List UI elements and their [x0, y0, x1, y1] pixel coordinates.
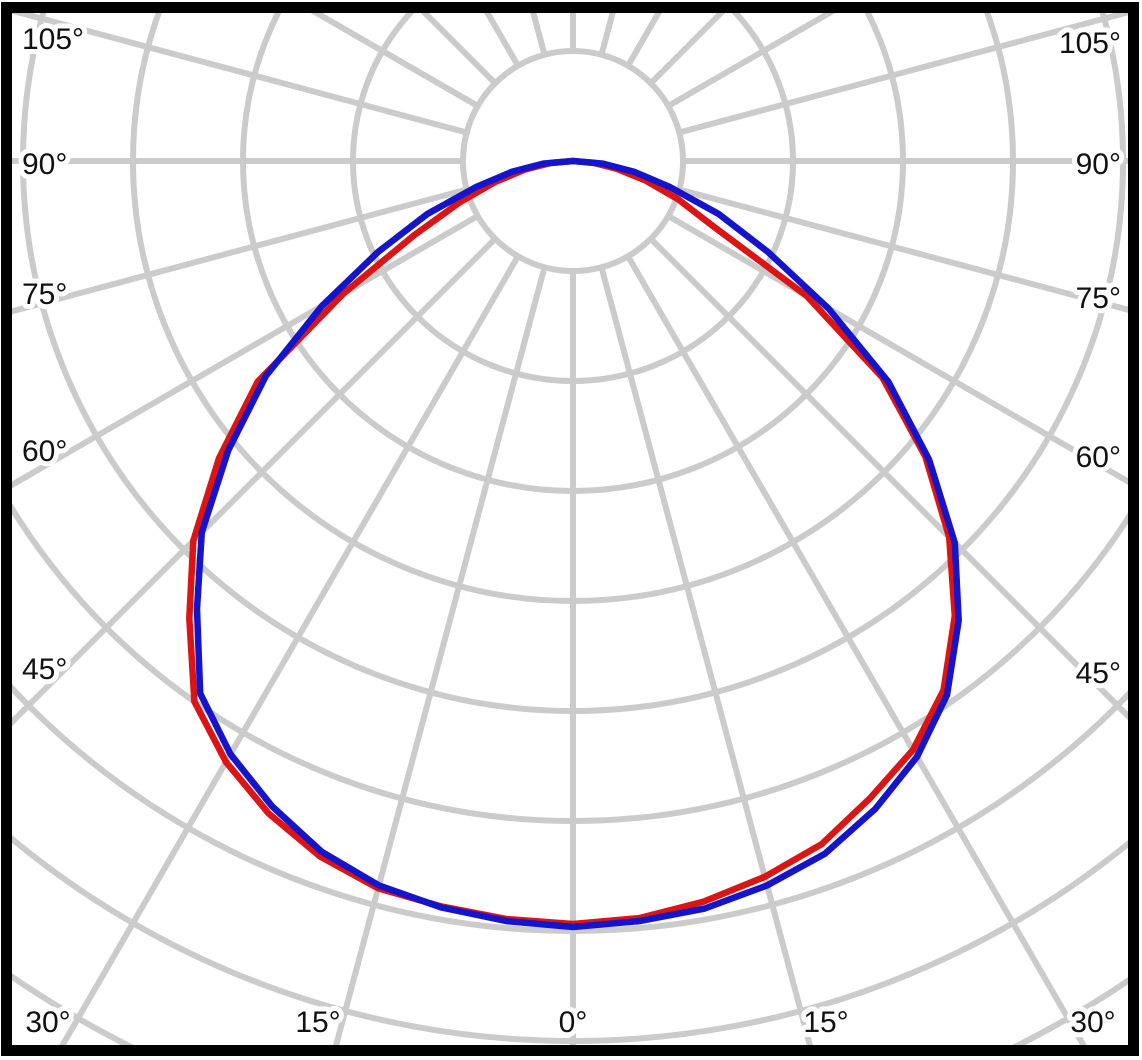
angle-label: 45°: [1076, 657, 1121, 690]
grid-radial-line: [678, 13, 1128, 136]
angle-label: 60°: [22, 435, 67, 468]
angle-label: 75°: [22, 278, 67, 311]
angle-label: 60°: [1076, 441, 1121, 474]
grid-radial-line: [12, 13, 468, 136]
angle-label: 45°: [22, 653, 67, 686]
angle-label: 15°: [295, 1006, 340, 1039]
curves-layer: [186, 157, 962, 931]
grid-radial-line: [58, 254, 521, 1046]
grid-radial-line: [12, 186, 468, 315]
angle-label: 15°: [803, 1006, 848, 1039]
grid-radial-line: [332, 266, 548, 1046]
grid-radial-line: [12, 213, 480, 489]
angle-label: 105°: [22, 23, 84, 56]
grid-radial-line: [666, 213, 1128, 485]
angle-label: 0°: [559, 1006, 588, 1039]
grid-radial-line: [678, 186, 1128, 313]
grid-radial-line: [12, 236, 498, 727]
blue-curve: [193, 157, 962, 931]
angle-label: 30°: [25, 1006, 70, 1039]
angle-label: 105°: [1059, 27, 1121, 60]
grid-radial-line: [598, 266, 814, 1046]
angle-label: 90°: [22, 148, 67, 181]
angle-label: 30°: [1070, 1006, 1115, 1039]
grid-radial-line: [625, 254, 1088, 1046]
angle-label: 75°: [1076, 282, 1121, 315]
angle-labels: 105° 90° 75° 60° 45° 105° 90° 75° 60° 45° 30° 15° 0°…: [17, 18, 1126, 1044]
angle-label: 90°: [1076, 148, 1121, 181]
grid-radial-line: [648, 236, 1128, 721]
